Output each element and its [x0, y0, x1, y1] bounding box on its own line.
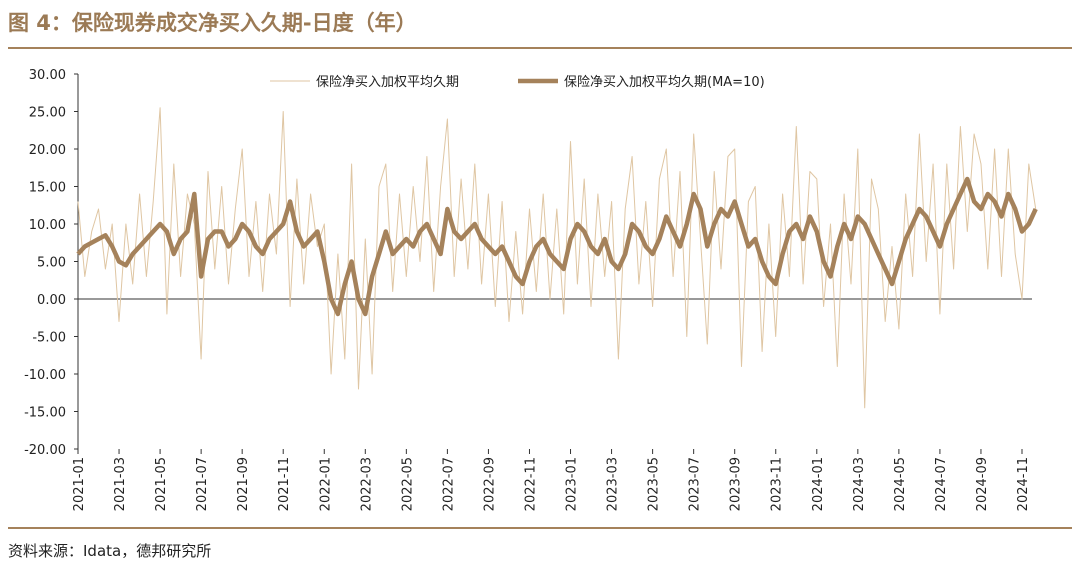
y-tick-label: 0.00	[37, 293, 66, 308]
x-tick-label: 2023-05	[647, 457, 662, 511]
x-tick-label: 2024-01	[811, 457, 826, 511]
x-tick-label: 2021-07	[195, 457, 210, 511]
x-tick-label: 2021-05	[154, 457, 169, 511]
series-line	[77, 107, 1037, 409]
legend-label: 保险净买入加权平均久期	[316, 74, 459, 90]
x-tick-label: 2024-11	[1016, 457, 1031, 511]
x-tick-label: 2021-09	[236, 457, 251, 511]
y-tick-label: 30.00	[29, 68, 66, 83]
x-tick-label: 2023-01	[565, 457, 580, 511]
x-tick-label: 2023-09	[729, 457, 744, 511]
y-tick-label: -15.00	[24, 406, 66, 421]
x-tick-label: 2023-07	[688, 457, 703, 511]
y-tick-label: 25.00	[29, 106, 66, 121]
x-tick-label: 2024-07	[934, 457, 949, 511]
x-tick-label: 2021-03	[113, 457, 128, 511]
x-tick-label: 2022-07	[441, 457, 456, 511]
chart-title: 图 4：保险现券成交净买入久期-日度（年）	[8, 11, 417, 35]
y-tick-label: 10.00	[29, 218, 66, 233]
y-tick-label: 20.00	[29, 143, 66, 158]
x-tick-label: 2024-09	[975, 457, 990, 511]
legend-label: 保险净买入加权平均久期(MA=10)	[564, 74, 765, 90]
x-tick-label: 2023-11	[770, 457, 785, 511]
x-tick-label: 2022-11	[523, 457, 538, 511]
y-tick-label: -5.00	[32, 331, 66, 346]
x-tick-label: 2022-09	[482, 457, 497, 511]
y-tick-label: -20.00	[24, 443, 66, 458]
x-tick-label: 2024-03	[852, 457, 867, 511]
x-tick-label: 2024-05	[893, 457, 908, 511]
y-tick-label: 15.00	[29, 181, 66, 196]
series-line	[76, 176, 1038, 317]
x-tick-label: 2022-03	[359, 457, 374, 511]
source-note: 资料来源：Idata，德邦研究所	[8, 542, 211, 560]
x-tick-label: 2021-11	[277, 457, 292, 511]
x-tick-label: 2023-03	[606, 457, 621, 511]
y-tick-label: -10.00	[24, 368, 66, 383]
x-tick-label: 2022-01	[318, 457, 333, 511]
y-tick-label: 5.00	[37, 256, 66, 271]
x-tick-label: 2021-01	[72, 457, 87, 511]
x-tick-label: 2022-05	[400, 457, 415, 511]
